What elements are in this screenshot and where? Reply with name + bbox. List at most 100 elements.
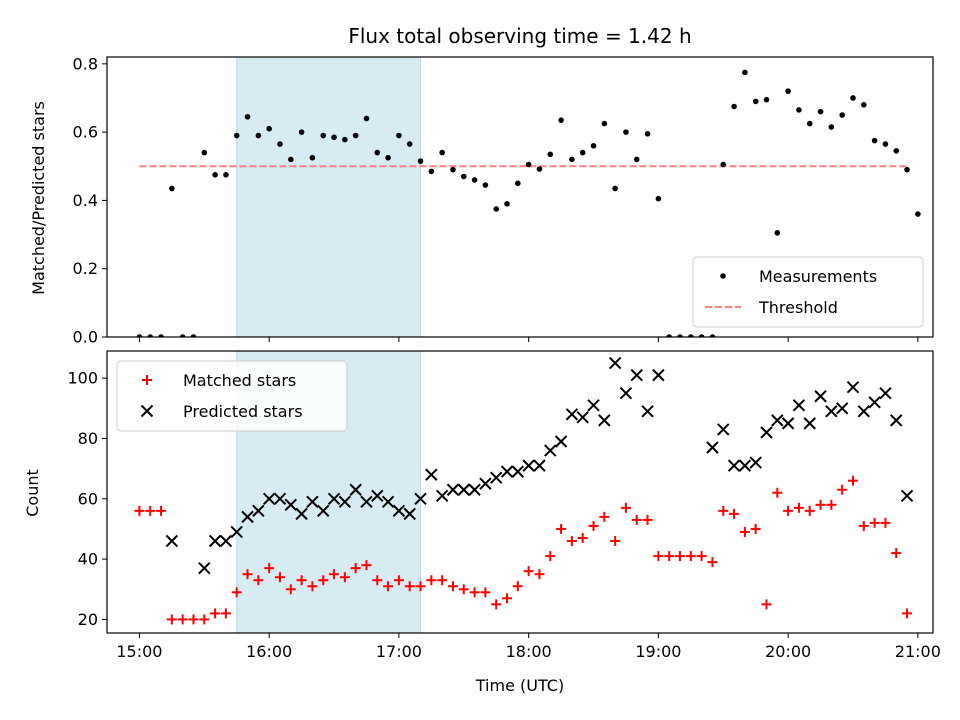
top-point-measurements <box>309 154 316 161</box>
bottom-point-matched-stars <box>534 569 545 580</box>
top-point-measurements <box>450 166 456 173</box>
bottom-point-matched-stars <box>307 581 318 592</box>
top-point-measurements <box>406 141 413 147</box>
top-point-measurements <box>742 69 748 76</box>
bottom-point-matched-stars <box>685 551 696 562</box>
bottom-point-matched-stars <box>231 587 242 598</box>
bottom-point-predicted-stars <box>284 498 298 512</box>
top-point-measurements <box>428 168 435 175</box>
legend-label-threshold: Threshold <box>758 298 838 317</box>
bottom-point-predicted-stars <box>446 483 460 496</box>
bottom-point-matched-stars <box>858 520 869 531</box>
bottom-point-matched-stars <box>512 581 523 592</box>
bottom-point-predicted-stars <box>317 504 330 518</box>
top-point-measurements <box>147 334 154 337</box>
bottom-point-matched-stars <box>642 514 653 525</box>
top-point-measurements <box>623 129 629 135</box>
bottom-point-matched-stars <box>707 557 718 568</box>
bottom-point-predicted-stars <box>706 441 719 454</box>
bottom-point-matched-stars <box>588 520 599 531</box>
legend-label-matched-stars: Matched stars <box>183 371 296 390</box>
top-point-measurements <box>871 137 878 144</box>
legend-swatch-measurements <box>720 273 726 279</box>
top-point-measurements <box>201 149 208 156</box>
bottom-point-matched-stars <box>545 551 556 562</box>
top-point-measurements <box>277 141 283 147</box>
bottom-y-axis-label: Count <box>23 469 42 517</box>
top-point-measurements <box>233 132 240 139</box>
bottom-point-matched-stars <box>696 551 707 562</box>
bottom-point-predicted-stars <box>360 495 373 509</box>
top-point-measurements <box>385 154 391 161</box>
bottom-point-matched-stars <box>350 563 361 574</box>
bottom-point-matched-stars <box>491 599 502 610</box>
bottom-point-matched-stars <box>339 572 350 583</box>
bottom-point-predicted-stars <box>252 504 265 518</box>
bottom-point-predicted-stars <box>727 459 741 472</box>
top-point-measurements <box>806 120 813 127</box>
bottom-y-tick-label: 40 <box>78 550 98 569</box>
top-point-measurements <box>601 120 608 127</box>
bottom-point-matched-stars <box>447 581 458 592</box>
x-tick-label: 15:00 <box>116 642 162 661</box>
top-point-measurements <box>342 136 348 143</box>
bottom-point-predicted-stars <box>857 405 871 418</box>
top-y-axis-label: Matched/Predicted stars <box>29 101 48 295</box>
bottom-point-predicted-stars <box>468 483 481 496</box>
bottom-point-matched-stars <box>772 487 783 498</box>
bottom-point-matched-stars <box>675 551 686 562</box>
top-point-measurements <box>190 334 197 337</box>
top-point-measurements <box>655 195 662 202</box>
bottom-point-predicted-stars <box>349 483 362 496</box>
top-point-measurements <box>839 112 845 118</box>
top-point-measurements <box>493 206 500 212</box>
top-point-measurements <box>396 132 402 139</box>
legend-swatch-matched-stars <box>142 375 152 385</box>
top-point-measurements <box>558 117 564 123</box>
bottom-point-matched-stars <box>610 536 621 547</box>
bottom-point-matched-stars <box>729 508 740 519</box>
bottom-point-matched-stars <box>480 587 491 598</box>
bottom-point-matched-stars <box>469 587 480 598</box>
top-point-measurements <box>612 185 618 192</box>
bottom-point-predicted-stars <box>511 465 525 478</box>
bottom-point-matched-stars <box>880 517 891 528</box>
bottom-point-predicted-stars <box>587 399 600 412</box>
bottom-point-predicted-stars <box>533 459 546 472</box>
bottom-point-predicted-stars <box>749 456 762 469</box>
top-point-measurements <box>136 334 143 337</box>
top-point-measurements <box>579 149 586 156</box>
bottom-point-predicted-stars <box>630 368 643 382</box>
bottom-point-matched-stars <box>253 575 264 586</box>
bottom-point-matched-stars <box>826 499 837 510</box>
top-point-measurements <box>763 96 770 103</box>
bottom-point-predicted-stars <box>576 411 589 424</box>
bottom-plot-area <box>134 351 914 633</box>
bottom-point-predicted-stars <box>814 390 827 403</box>
top-point-measurements <box>169 185 175 192</box>
bottom-point-matched-stars <box>199 614 210 625</box>
bottom-point-matched-stars <box>296 575 307 586</box>
bottom-point-matched-stars <box>134 505 145 516</box>
bottom-point-matched-stars <box>847 475 858 486</box>
bottom-point-predicted-stars <box>825 405 838 418</box>
top-point-measurements <box>698 334 705 337</box>
top-y-tick-label: 0.6 <box>73 123 98 142</box>
top-point-measurements <box>266 125 272 132</box>
legend-label-predicted-stars: Predicted stars <box>183 402 303 421</box>
top-point-measurements <box>504 201 510 207</box>
bottom-point-predicted-stars <box>738 459 752 472</box>
bottom-point-predicted-stars <box>479 477 492 490</box>
bottom-point-matched-stars <box>891 548 902 559</box>
top-plot-area <box>136 57 921 337</box>
bottom-point-predicted-stars <box>554 435 568 448</box>
top-point-measurements <box>569 156 575 163</box>
top-point-measurements <box>590 142 597 149</box>
bottom-point-matched-stars <box>761 599 772 610</box>
bottom-axes-frame <box>106 350 934 634</box>
bottom-point-matched-stars <box>372 575 383 586</box>
top-point-measurements <box>677 334 683 337</box>
bottom-point-matched-stars <box>556 523 567 534</box>
legend-label-measurements: Measurements <box>759 267 877 286</box>
top-point-measurements <box>720 161 727 168</box>
